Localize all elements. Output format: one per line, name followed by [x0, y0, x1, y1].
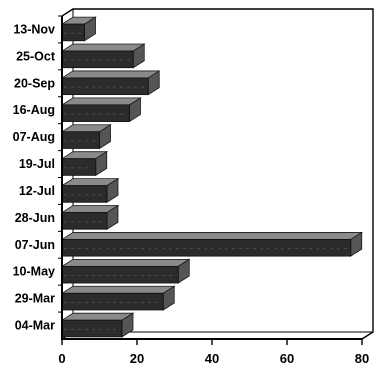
bar-series — [60, 16, 364, 338]
bar-19-Jul — [60, 150, 109, 177]
bar-16-Aug — [60, 97, 142, 123]
value-tick-label: 40 — [205, 351, 219, 366]
bar-front-face — [61, 131, 100, 149]
bar-top-face — [60, 285, 176, 294]
bar-28-Jun — [60, 204, 120, 230]
bar-07-Aug — [60, 124, 112, 150]
value-tick-label: 20 — [130, 351, 144, 366]
category-label: 07-Jun — [15, 238, 55, 252]
category-label: 04-Mar — [15, 319, 55, 333]
bar-13-Nov — [60, 16, 97, 42]
category-label: 19-Jul — [19, 157, 55, 171]
bar-29-Mar — [60, 285, 176, 311]
bar-20-Sep — [60, 70, 161, 96]
bar-front-face — [61, 185, 108, 203]
bar-front-face — [61, 239, 352, 257]
category-axis-labels: 13-Nov 25-Oct 20-Sep 16-Aug 07-Aug 19-Jul 12-J… — [13, 15, 62, 333]
bar-front-face — [61, 23, 85, 42]
bar-top-face — [60, 258, 191, 267]
category-label: 28-Jun — [15, 211, 55, 225]
bar-front-face — [61, 50, 134, 69]
category-label: 25-Oct — [16, 49, 56, 63]
category-label: 13-Nov — [13, 22, 55, 36]
bar-front-face — [61, 158, 97, 176]
bar-front-face — [61, 104, 130, 122]
bar-top-face — [60, 312, 135, 321]
bar-front-face — [61, 319, 123, 338]
bar-top-face — [60, 70, 161, 79]
bar-top-face — [60, 232, 364, 240]
bar-top-face — [60, 97, 142, 106]
bar-04-Mar — [60, 312, 135, 338]
category-label: 07-Aug — [13, 130, 55, 144]
value-tick-label: 80 — [355, 351, 369, 366]
value-tick-label: 0 — [58, 351, 65, 366]
bar-front-face — [61, 212, 108, 230]
bar-12-Jul — [60, 177, 120, 204]
category-label: 12-Jul — [19, 184, 55, 198]
bar-25-Oct — [60, 43, 146, 69]
bar-front-face — [61, 292, 164, 311]
bar-front-face — [61, 265, 179, 284]
bar-10-May — [60, 258, 191, 284]
bar-top-face — [60, 43, 146, 52]
value-tick-label: 60 — [280, 351, 294, 366]
bar-07-Jun — [60, 231, 364, 257]
category-label: 16-Aug — [13, 103, 55, 117]
bar-front-face — [61, 77, 149, 96]
category-label: 29-Mar — [15, 292, 55, 306]
value-axis: 0 20 40 60 80 — [58, 16, 369, 366]
category-label: 10-May — [13, 265, 55, 279]
category-label: 20-Sep — [14, 76, 55, 90]
